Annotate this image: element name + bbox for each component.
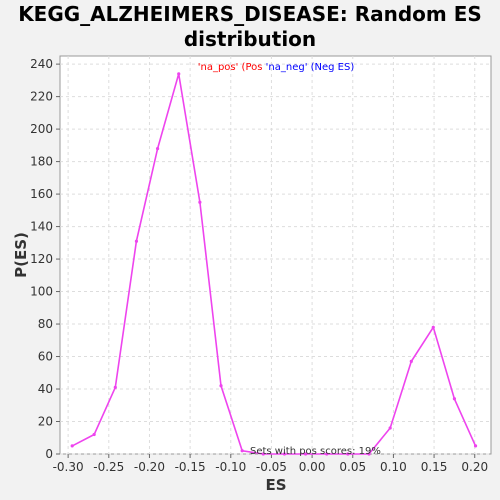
x-tick-label: -0.20	[134, 460, 165, 474]
x-tick-label: 0.10	[380, 460, 407, 474]
data-point	[367, 452, 371, 456]
data-point	[346, 452, 350, 456]
data-point	[452, 397, 457, 401]
data-point	[325, 452, 329, 456]
chart-title-line-1: KEGG_ALZHEIMERS_DISEASE: Random ES	[18, 2, 482, 26]
data-point	[70, 444, 74, 448]
data-point	[473, 444, 478, 448]
y-tick-label: 160	[30, 187, 53, 201]
y-tick-label: 200	[30, 122, 53, 136]
y-tick-label: 240	[30, 57, 53, 71]
x-tick-label: 0.20	[461, 460, 488, 474]
chart-title-line-2: distribution	[183, 27, 317, 51]
legend-pos-entry: 'na_pos' (Pos	[198, 62, 266, 73]
y-tick-label: 60	[38, 350, 53, 364]
legend: 'na_pos' (Pos 'na_neg' (Neg ES)	[198, 62, 355, 73]
plot-area	[59, 55, 492, 455]
data-point	[92, 432, 96, 437]
y-axis-title: P(ES)	[12, 232, 30, 278]
y-tick-label: 120	[30, 252, 53, 266]
y-tick-label: 220	[30, 90, 53, 104]
data-point	[113, 385, 117, 389]
series-points	[70, 72, 478, 456]
y-tick-label: 140	[30, 220, 53, 234]
data-point	[177, 72, 181, 76]
data-point	[431, 325, 435, 329]
y-tick-label: 40	[38, 382, 53, 396]
series-line	[71, 73, 477, 455]
y-tick-label: 80	[38, 317, 53, 331]
data-point	[282, 452, 287, 456]
pos-scores-annotation: Sets with pos scores: 19%	[250, 446, 381, 457]
data-point	[240, 449, 244, 453]
chart-title: KEGG_ALZHEIMERS_DISEASE: Random ES distr…	[0, 2, 500, 52]
x-tick-label: -0.25	[93, 460, 124, 474]
y-tick-label: 180	[30, 155, 53, 169]
y-tick-label: 0	[45, 447, 53, 461]
x-axis-title: ES	[265, 476, 286, 494]
data-point	[134, 239, 139, 243]
data-point	[261, 452, 265, 456]
x-tick-label: -0.05	[256, 460, 287, 474]
data-point	[409, 359, 413, 364]
x-tick-label: -0.15	[175, 460, 206, 474]
y-tick-label: 20	[38, 415, 53, 429]
y-tick-label: 100	[30, 285, 53, 299]
x-tick-label: -0.30	[53, 460, 84, 474]
grid	[60, 56, 491, 455]
x-tick-label: -0.10	[215, 460, 246, 474]
data-point	[219, 384, 223, 388]
x-tick-label: 0.05	[339, 460, 366, 474]
y-ticks: 0 20 40 60 80 100 120 140 160 180 200 220 240	[30, 57, 60, 461]
legend-neg-entry: 'na_neg' (Neg ES)	[266, 62, 355, 73]
x-ticks: -0.30 -0.25 -0.20 -0.15 -0.10 -0.05 0.00 0.05 0.…	[53, 454, 488, 474]
x-tick-label: 0.15	[421, 460, 448, 474]
data-point	[155, 146, 160, 151]
data-point	[303, 452, 308, 456]
x-tick-label: 0.00	[299, 460, 326, 474]
data-point	[388, 426, 392, 430]
data-point	[198, 200, 202, 204]
